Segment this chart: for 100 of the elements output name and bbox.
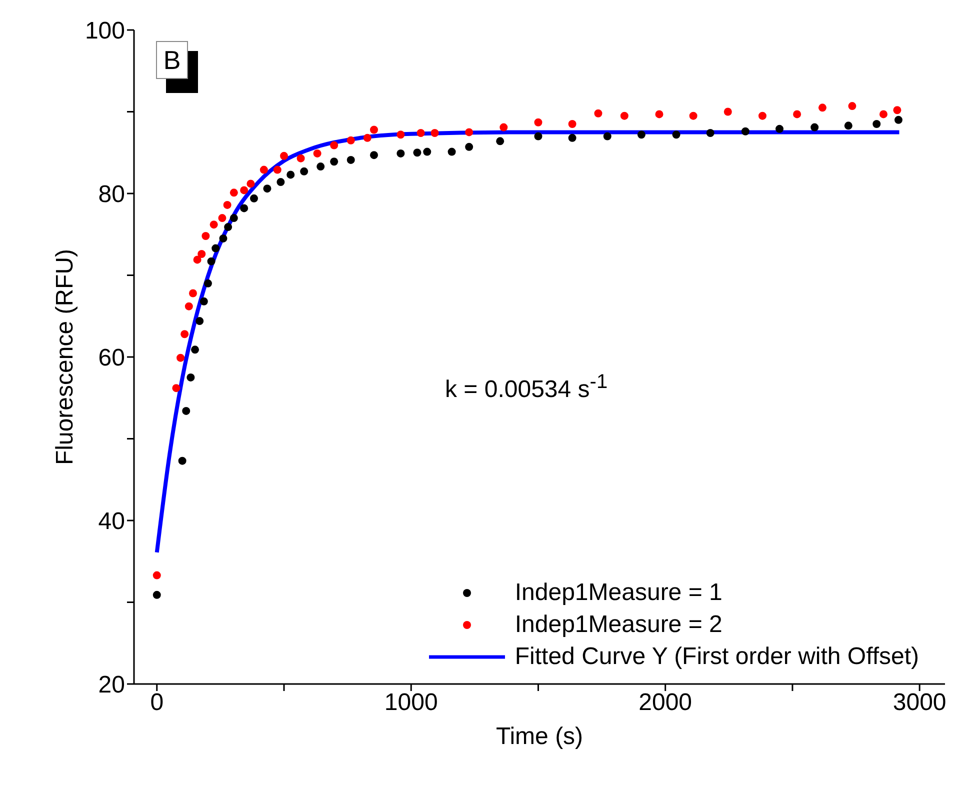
point	[230, 214, 238, 222]
point	[370, 126, 378, 134]
point	[844, 122, 852, 130]
point	[496, 137, 504, 146]
point	[810, 123, 819, 132]
point	[620, 112, 628, 120]
y-tick-label: 100	[84, 18, 125, 45]
point	[223, 200, 232, 209]
point	[200, 297, 208, 306]
point	[224, 223, 232, 232]
point	[848, 102, 856, 110]
point	[672, 130, 680, 139]
point	[172, 384, 180, 392]
point	[594, 109, 602, 118]
point	[330, 141, 338, 150]
point	[193, 256, 202, 264]
point	[198, 250, 206, 258]
point	[893, 106, 902, 114]
point	[184, 302, 193, 310]
point	[396, 130, 405, 139]
point	[423, 148, 432, 156]
legend-label: Indep1Measure = 1	[514, 578, 722, 608]
point	[230, 188, 238, 197]
point	[603, 132, 612, 140]
point	[370, 151, 378, 160]
point	[775, 124, 784, 133]
point	[724, 108, 732, 116]
point	[396, 149, 405, 158]
point	[448, 148, 456, 156]
point	[210, 220, 218, 229]
point	[186, 373, 195, 382]
point	[316, 162, 325, 171]
point	[346, 136, 355, 144]
point	[300, 167, 308, 176]
line-series	[154, 130, 902, 554]
x-tick-label: 1000	[384, 689, 438, 716]
point	[346, 156, 355, 164]
point	[879, 110, 888, 118]
point	[212, 244, 220, 252]
point	[465, 128, 474, 136]
x-tick-label: 2000	[638, 689, 692, 716]
point	[363, 134, 372, 142]
point	[207, 257, 216, 266]
point	[196, 317, 204, 326]
point	[178, 456, 186, 465]
point	[246, 180, 255, 188]
y-tick-label: 40	[98, 508, 125, 536]
y-tick-label: 20	[98, 672, 125, 699]
point	[655, 110, 664, 118]
point	[240, 186, 248, 194]
point	[430, 129, 439, 138]
point	[689, 112, 698, 120]
point	[637, 130, 646, 139]
point	[313, 149, 322, 158]
y-axis-title: Fluorescence (RFU)	[52, 248, 79, 466]
point	[500, 123, 508, 132]
point	[240, 204, 248, 212]
point	[263, 184, 272, 193]
x-axis-title: Time (s)	[496, 723, 584, 750]
point	[182, 406, 190, 415]
point	[276, 178, 285, 186]
y-tick-label: 80	[98, 181, 125, 208]
point	[204, 279, 212, 288]
point	[534, 118, 542, 126]
point	[280, 152, 288, 160]
point	[758, 112, 766, 120]
point	[218, 214, 226, 222]
point	[188, 289, 197, 298]
point	[250, 194, 258, 202]
point	[286, 170, 295, 179]
point	[219, 234, 228, 242]
point	[872, 120, 881, 128]
x-tick-label: 3000	[892, 689, 946, 716]
annotation: B	[156, 41, 188, 79]
point	[330, 158, 338, 166]
point	[273, 166, 282, 174]
x-tick-label: 0	[150, 689, 164, 716]
point	[152, 571, 161, 580]
legend-label: Fitted Curve Y (First order with Offset)	[514, 642, 919, 672]
point	[568, 120, 576, 128]
point	[191, 346, 200, 354]
y-tick-label: 60	[98, 344, 125, 372]
point	[413, 148, 422, 157]
point	[894, 116, 902, 124]
point	[534, 132, 542, 140]
point	[416, 129, 425, 138]
point	[568, 134, 576, 142]
point	[260, 166, 268, 174]
point	[202, 232, 210, 240]
point	[465, 142, 474, 151]
point	[818, 104, 826, 112]
point	[176, 354, 185, 362]
point	[296, 154, 305, 162]
point	[793, 110, 802, 118]
point	[706, 129, 714, 138]
point	[741, 127, 750, 136]
point	[180, 330, 189, 338]
annotation: k = 0.00534 s$^{-1}$	[445, 371, 608, 404]
point	[152, 590, 161, 599]
legend-label: Indep1Measure = 2	[514, 610, 722, 640]
